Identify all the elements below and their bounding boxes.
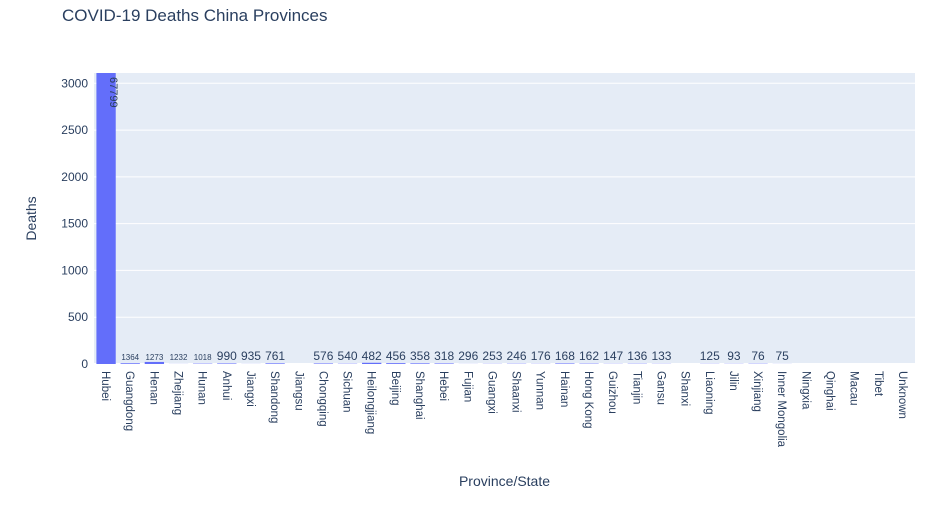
data-label: 482 (362, 349, 382, 363)
data-label: 296 (458, 349, 478, 363)
data-label: 358 (410, 349, 430, 363)
bar[interactable] (410, 363, 430, 364)
x-tick-label: Ningxia (799, 371, 811, 410)
y-tick-label: 2000 (61, 170, 88, 184)
x-tick-label: Hubei (99, 371, 111, 401)
data-label: 761 (265, 349, 285, 363)
x-tick-label: Jiangsu (292, 371, 304, 411)
data-label: 76 (751, 349, 765, 363)
x-tick-label: Gansu (654, 371, 666, 405)
x-tick-label: Shanxi (679, 371, 691, 406)
x-tick-label: Anhui (220, 371, 232, 400)
x-tick-label: Tianjin (630, 371, 642, 404)
data-label: 147 (603, 349, 623, 363)
data-label: 935 (241, 349, 261, 363)
x-tick-label: Beijing (389, 371, 401, 406)
x-tick-label: Hainan (558, 371, 570, 407)
data-label: 246 (507, 349, 527, 363)
x-tick-label: Fujian (461, 371, 473, 402)
data-label: 1364 (121, 353, 139, 362)
data-label: 456 (386, 349, 406, 363)
y-tick-label: 2500 (61, 123, 88, 137)
x-tick-label: Liaoning (703, 371, 715, 414)
x-tick-label: Tibet (872, 371, 884, 397)
x-tick-label: Hong Kong (582, 371, 594, 429)
bar[interactable] (362, 362, 382, 364)
data-label: 176 (531, 349, 551, 363)
plot-area (94, 73, 915, 364)
bar[interactable] (555, 363, 575, 364)
bar[interactable] (434, 363, 454, 364)
data-label: 133 (651, 349, 671, 363)
x-axis-label: Province/State (459, 473, 550, 489)
chart-title: COVID-19 Deaths China Provinces (62, 6, 328, 25)
bar[interactable] (265, 363, 285, 364)
x-tick-label: Jiangxi (244, 371, 256, 407)
data-label: 168 (555, 349, 575, 363)
bar[interactable] (313, 363, 334, 364)
x-tick-label: Chongqing (316, 371, 328, 427)
x-tick-label: Yunnan (534, 371, 546, 410)
x-tick-label: Henan (147, 371, 159, 405)
bar[interactable] (96, 73, 116, 364)
x-tick-label: Heilongjiang (365, 371, 377, 434)
data-label: 75 (776, 349, 790, 363)
bar[interactable] (217, 363, 237, 364)
x-tick-label: Sichuan (341, 371, 353, 413)
data-label: 253 (482, 349, 502, 363)
data-label: 318 (434, 349, 454, 363)
x-tick-label: Jilin (727, 371, 739, 391)
x-tick-label: Shanghai (413, 371, 425, 420)
data-label: 1273 (145, 353, 163, 362)
bar[interactable] (120, 363, 140, 364)
data-label: 990 (217, 349, 237, 363)
y-axis-label: Deaths (23, 196, 39, 240)
bar[interactable] (144, 361, 165, 364)
x-tick-label: Hunan (196, 371, 208, 405)
x-tick-label: Guangxi (485, 371, 497, 414)
y-tick-label: 0 (81, 357, 88, 371)
y-tick-label: 3000 (61, 76, 88, 90)
y-tick-label: 1000 (61, 263, 88, 277)
x-tick-label: Shandong (268, 371, 280, 423)
data-label: 67799 (107, 77, 119, 108)
bar[interactable] (386, 363, 406, 364)
data-label: 1232 (170, 353, 188, 362)
y-tick-label: 1500 (61, 217, 88, 231)
data-label: 162 (579, 349, 599, 363)
data-label: 136 (627, 349, 647, 363)
x-tick-label: Guangdong (123, 371, 135, 431)
data-label: 125 (700, 349, 720, 363)
data-label: 576 (313, 349, 333, 363)
data-label: 540 (338, 349, 358, 363)
x-tick-label: Unknown (896, 371, 908, 419)
x-tick-label: Qinghai (823, 371, 835, 411)
x-tick-label: Hebei (437, 371, 449, 401)
x-tick-label: Inner Mongolia (775, 371, 787, 448)
x-tick-label: Macau (848, 371, 860, 406)
data-label: 1018 (194, 353, 212, 362)
x-tick-label: Guizhou (606, 371, 618, 414)
x-tick-label: Zhejiang (172, 371, 184, 415)
x-tick-label: Xinjiang (751, 371, 763, 412)
x-tick-label: Shaanxi (510, 371, 522, 413)
data-label: 93 (727, 349, 741, 363)
y-tick-label: 500 (68, 310, 88, 324)
